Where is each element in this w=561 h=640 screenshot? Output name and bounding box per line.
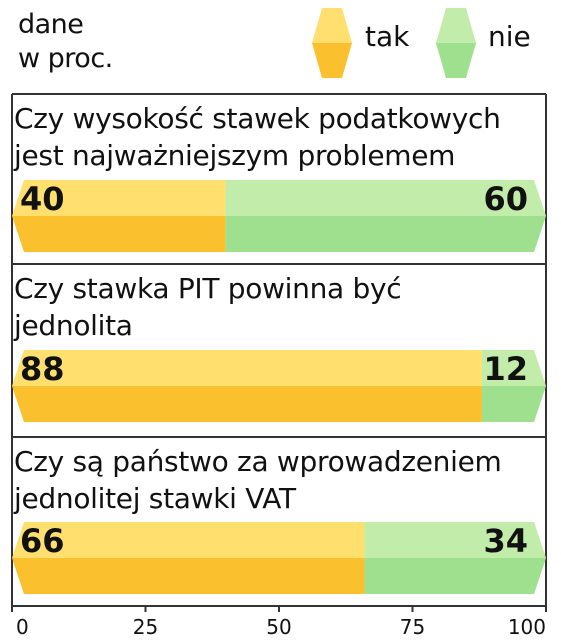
question-3-line-2: jednolitej stawki VAT [14,482,296,515]
unit-label-line-1: dane [18,9,84,40]
bar-1-tak-bottom [12,216,226,252]
bar-1-tak-value: 40 [20,180,65,218]
legend-swatch-tak-top [312,8,352,43]
legend-label-tak: tak [365,20,410,53]
bar-3-nie-value: 34 [483,522,528,560]
legend-swatch-tak-bottom [312,43,352,78]
question-1-line-1: Czy wysokość stawek podatkowych [14,102,501,135]
question-3-line-1: Czy są państwo za wprowadzeniem [14,445,502,478]
bar-1-nie-bottom [225,216,546,252]
bar-3-tak-bottom [12,558,365,594]
x-tick-label-75: 75 [400,615,425,639]
bar-1-nie-value: 60 [483,180,528,218]
bar-3-nie-top [364,522,546,558]
x-tick-label-0: 0 [16,615,29,639]
x-tick-label-25: 25 [133,615,158,639]
bar-2-tak-bottom [12,386,482,422]
bar-3-tak-top [12,522,365,558]
bar-1-tak-top [12,180,226,216]
bar-2-nie-bottom [481,386,546,422]
unit-label: dane w proc. [18,8,113,76]
question-2-line-1: Czy stawka PIT powinna być [14,272,402,305]
legend-swatch-nie-bottom [436,43,476,78]
x-tick-label-100: 100 [508,615,546,639]
bar-2-nie-value: 12 [483,350,528,388]
question-2-line-2: jednolita [14,309,133,342]
bar-3-tak-value: 66 [20,522,65,560]
question-3: Czy są państwo za wprowadzeniem jednolit… [14,443,544,517]
unit-label-line-2: w proc. [18,43,113,74]
question-1-line-2: jest najważniejszym problemem [14,139,456,172]
bar-1-nie-top [225,180,546,216]
bar-3-nie-bottom [364,558,546,594]
question-1: Czy wysokość stawek podatkowych jest naj… [14,100,544,174]
x-tick-label-50: 50 [266,615,291,639]
question-2: Czy stawka PIT powinna być jednolita [14,270,544,344]
legend-swatch-nie-top [436,8,476,43]
bar-2-nie-top [481,350,546,386]
bar-2-tak-top [12,350,482,386]
legend-label-nie: nie [488,20,531,53]
bar-2-tak-value: 88 [20,350,65,388]
